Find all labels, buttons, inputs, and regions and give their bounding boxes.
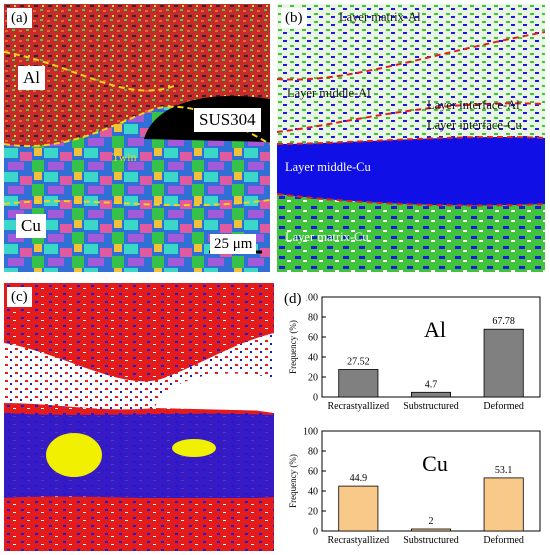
cu-label: Cu	[16, 214, 46, 238]
bar	[483, 477, 524, 532]
y-tick-label: 20	[308, 373, 318, 384]
layer-interface-al-label: Layer interface-Al	[427, 98, 520, 112]
bar-value-label: 2	[429, 516, 434, 527]
y-axis-label: Frequency (%)	[288, 320, 298, 374]
y-tick-label: 0	[313, 393, 318, 404]
bar	[410, 528, 452, 532]
bar-value-label: 4.7	[425, 379, 438, 390]
panel-d-tag: (d)	[280, 289, 306, 309]
y-tick-label: 60	[308, 333, 318, 344]
y-tick-label: 60	[308, 467, 318, 478]
layer-interface-cu-label: Layer interface-Cu	[427, 118, 522, 132]
y-axis-label: Frequency (%)	[288, 454, 298, 508]
category-label: Recrastyallized	[328, 401, 390, 412]
sus304-label: SUS304	[194, 108, 261, 132]
category-label: Deformed	[483, 401, 524, 412]
frequency-bar-charts-panel: (d) 0 20 40 60 80 100 Frequency (%) 27.52 Recras…	[280, 283, 548, 551]
layer-matrix-al-label: Layer matrix-Al	[339, 10, 421, 24]
category-label: Substructured	[403, 535, 459, 546]
bar	[338, 369, 379, 398]
ebsd-orientation-map-panel: (a) Al SUS304 Twin Cu 25 μm	[4, 4, 270, 272]
layer-matrix-cu-label: Layer matrix-Cu	[285, 230, 369, 244]
bar-value-label: 67.78	[492, 316, 515, 327]
chart-series-label: Cu	[422, 451, 448, 476]
recrystallization-map-panel: (c)	[4, 283, 274, 551]
layer-middle-al-label: Layer middle-Al	[287, 86, 371, 100]
bar	[338, 485, 379, 532]
category-label: Deformed	[483, 535, 524, 546]
panel-c-tag: (c)	[7, 287, 32, 307]
orientation-map-image	[4, 4, 270, 272]
y-tick-label: 100	[303, 293, 318, 304]
layer-middle-cu-label: Layer middle-Cu	[285, 160, 371, 174]
bar	[483, 328, 524, 398]
y-tick-label: 40	[308, 353, 318, 364]
al-label: Al	[18, 66, 45, 90]
layer-map-image	[277, 4, 545, 272]
bar-value-label: 44.9	[350, 473, 368, 484]
panel-a-tag: (a)	[7, 8, 32, 28]
twin-label: Twin	[112, 150, 137, 164]
scale-bar-label: 25 μm	[210, 234, 257, 254]
panel-b-tag: (b)	[281, 8, 307, 28]
y-tick-label: 0	[313, 527, 318, 538]
y-tick-label: 40	[308, 487, 318, 498]
category-label: Recrastyallized	[328, 535, 390, 546]
y-tick-label: 80	[308, 313, 318, 324]
recrystallization-map-image	[4, 283, 274, 551]
layer-region-map-panel: (b) Layer matrix-Al Layer middle-Al Laye…	[277, 4, 545, 272]
category-label: Substructured	[403, 401, 459, 412]
y-tick-label: 80	[308, 447, 318, 458]
y-tick-label: 20	[308, 507, 318, 518]
bar-value-label: 27.52	[347, 356, 370, 367]
bar-value-label: 53.1	[495, 465, 513, 476]
y-tick-label: 100	[303, 427, 318, 438]
chart-series-label: Al	[424, 317, 446, 342]
bar	[410, 391, 452, 398]
